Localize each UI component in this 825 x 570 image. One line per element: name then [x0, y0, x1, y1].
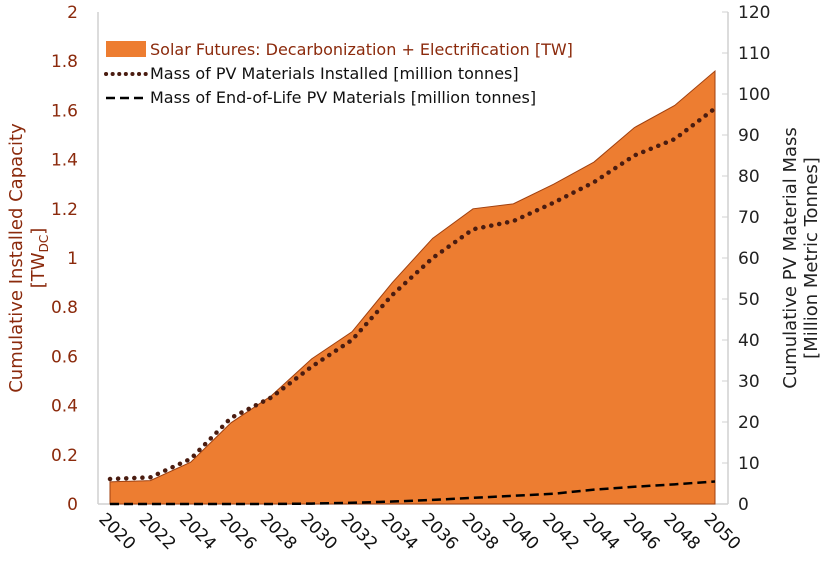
x-tick-label: 2032: [336, 509, 381, 554]
legend-label-area: Solar Futures: Decarbonization + Electri…: [150, 40, 573, 59]
left-axis-unit-end: ]: [28, 228, 49, 235]
right-axis-title: Cumulative PV Material Mass: [780, 127, 801, 389]
left-axis-title: Cumulative Installed Capacity: [6, 123, 27, 393]
x-tick-label: 2026: [215, 509, 260, 554]
left-tick-label: 1.4: [51, 151, 78, 171]
x-tick-label: 2030: [296, 509, 341, 554]
legend-label-dotted: Mass of PV Materials Installed [million …: [150, 64, 519, 83]
right-axis-subtitle: [Million Metric Tonnes]: [801, 157, 822, 359]
left-axis-unit-main: [TW: [28, 252, 49, 288]
x-tick-label: 2020: [94, 509, 139, 554]
series-area: [110, 71, 715, 504]
left-tick-label: 1.8: [51, 52, 78, 72]
left-tick-label: 0.6: [51, 347, 78, 367]
left-tick-label: 0.8: [51, 298, 78, 318]
right-tick-label: 50: [738, 290, 760, 310]
x-tick-label: 2040: [498, 509, 543, 554]
x-tick-label: 2024: [175, 509, 220, 554]
legend-label-dashed: Mass of End-of-Life PV Materials [millio…: [150, 88, 536, 107]
right-tick-label: 30: [738, 372, 760, 392]
right-tick-label: 70: [738, 208, 760, 228]
right-tick-label: 40: [738, 331, 760, 351]
right-tick-label: 10: [738, 454, 760, 474]
left-tick-label: 0.4: [51, 397, 78, 417]
plot-area: [110, 71, 715, 504]
left-axis-unit: [TWDC]: [28, 228, 51, 288]
left-tick-label: 2: [67, 3, 78, 23]
right-tick-label: 80: [738, 167, 760, 187]
right-tick-label: 100: [738, 85, 770, 105]
right-tick-label: 0: [738, 495, 749, 515]
x-tick-label: 2038: [457, 509, 502, 554]
x-tick-label: 2046: [619, 509, 664, 554]
left-tick-label: 1.6: [51, 101, 78, 121]
x-tick-label: 2022: [135, 509, 180, 554]
x-tick-label: 2050: [699, 509, 744, 554]
legend-swatch-area: [106, 41, 146, 57]
right-tick-label: 90: [738, 126, 760, 146]
right-tick-label: 20: [738, 413, 760, 433]
right-tick-label: 110: [738, 44, 770, 64]
left-tick-label: 0: [67, 495, 78, 515]
right-tick-label: 120: [738, 3, 770, 23]
left-tick-label: 1: [67, 249, 78, 269]
x-tick-label: 2044: [578, 509, 623, 554]
x-tick-label: 2036: [417, 509, 462, 554]
left-tick-label: 1.2: [51, 200, 78, 220]
x-tick-label: 2048: [659, 509, 704, 554]
left-tick-label: 0.2: [51, 446, 78, 466]
x-tick-label: 2034: [377, 509, 422, 554]
legend: Solar Futures: Decarbonization + Electri…: [106, 40, 573, 107]
x-tick-label: 2042: [538, 509, 583, 554]
right-tick-label: 60: [738, 249, 760, 269]
left-axis-unit-sub: DC: [37, 235, 51, 253]
x-tick-label: 2028: [256, 509, 301, 554]
